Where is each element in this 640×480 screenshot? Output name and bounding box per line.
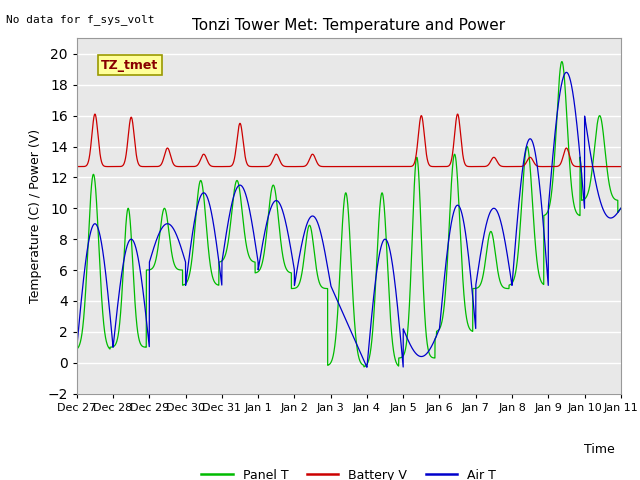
Line: Panel T: Panel T — [77, 61, 621, 367]
Battery V — [486, 160, 493, 166]
Y-axis label: Temperature (C) / Power (V): Temperature (C) / Power (V) — [29, 129, 42, 303]
Text: No data for f_sys_volt: No data for f_sys_volt — [6, 14, 155, 25]
Air T — [588, 156, 595, 162]
Air T — [258, 246, 266, 252]
Panel T — [73, 346, 81, 352]
Text: Time: Time — [584, 443, 614, 456]
Air T — [330, 291, 338, 297]
Panel T — [470, 286, 478, 291]
Text: TZ_tmet: TZ_tmet — [101, 59, 159, 72]
Panel T — [558, 59, 566, 64]
Panel T — [330, 347, 338, 353]
Battery V — [588, 164, 595, 169]
Line: Battery V: Battery V — [77, 114, 621, 167]
Air T — [594, 190, 602, 196]
Panel T — [360, 364, 368, 370]
Battery V — [73, 164, 81, 169]
Air T — [563, 70, 570, 75]
Battery V — [617, 164, 625, 169]
Air T — [470, 313, 478, 319]
Battery V — [470, 164, 478, 169]
Panel T — [594, 117, 602, 122]
Battery V — [594, 164, 602, 169]
Panel T — [486, 230, 493, 236]
Line: Air T: Air T — [77, 72, 621, 367]
Battery V — [91, 111, 99, 117]
Air T — [363, 364, 371, 370]
Air T — [486, 210, 493, 216]
Legend: Panel T, Battery V, Air T: Panel T, Battery V, Air T — [196, 464, 501, 480]
Air T — [73, 344, 81, 350]
Panel T — [617, 205, 625, 211]
Battery V — [330, 164, 338, 169]
Title: Tonzi Tower Met: Temperature and Power: Tonzi Tower Met: Temperature and Power — [192, 18, 506, 33]
Air T — [617, 205, 625, 211]
Panel T — [258, 263, 266, 268]
Battery V — [258, 164, 266, 169]
Panel T — [588, 173, 595, 179]
